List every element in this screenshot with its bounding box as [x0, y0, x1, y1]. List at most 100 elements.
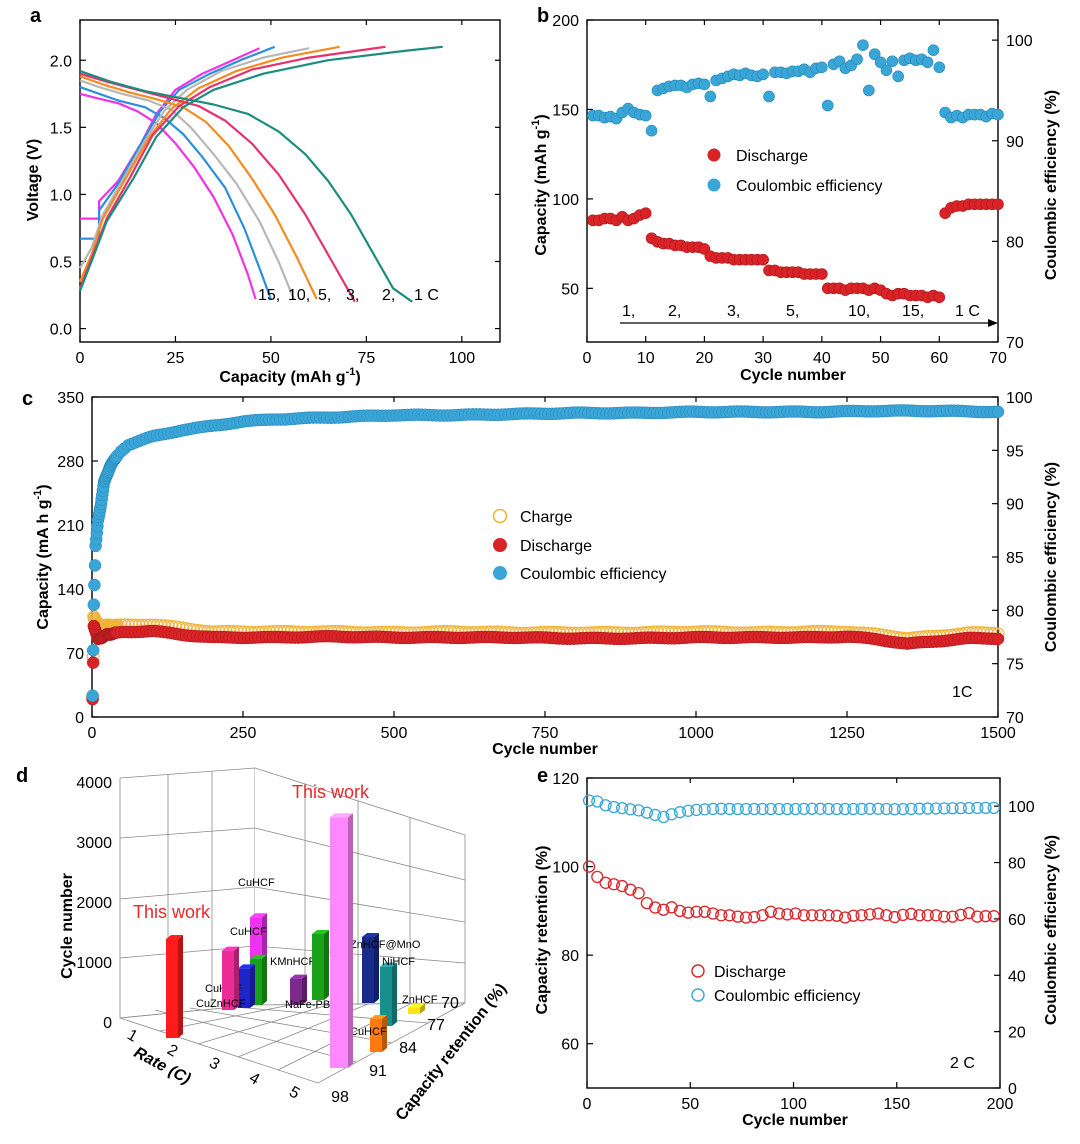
legend-marker-charge [492, 508, 508, 524]
legend-label-ce: Coulombic efficiency [736, 178, 882, 195]
ce-point [88, 578, 101, 592]
z-tick-label: 0 [103, 1015, 112, 1032]
y-tick-label: 80 [561, 948, 579, 965]
bar-front-2 [238, 968, 250, 1008]
y2-tick-label: 75 [1006, 657, 1024, 674]
y2-tick-label: 70 [1006, 335, 1024, 352]
ce-point [938, 802, 951, 815]
y-tick-label: 70 [441, 995, 459, 1012]
legend-marker-ce-c [493, 566, 507, 580]
discharge-point [715, 909, 728, 922]
ce-point [86, 643, 100, 657]
discharge-point [814, 909, 827, 922]
bar-front-1 [222, 950, 234, 1010]
x-tick-label: 4 [246, 1070, 262, 1089]
x-tick-label: 50 [872, 350, 890, 367]
discharge-point [921, 909, 934, 922]
ce-point [851, 53, 863, 66]
panel-b-legend: Discharge Coulombic efficiency [707, 148, 882, 195]
x-tick-label: 0 [583, 1096, 592, 1113]
bar-top-4 [250, 913, 267, 918]
y-tick-label: 100 [552, 860, 579, 877]
grid-line [154, 1009, 357, 1063]
panel-b-rate-performance: b 0 10 20 30 40 50 60 70 50 100 150 200 70 80 90 100 Ca… [530, 5, 1060, 384]
ce-point [673, 806, 687, 819]
bar-label-11: ZnHCF [402, 994, 438, 1006]
discharge-point [954, 908, 967, 921]
ce-point [624, 803, 637, 816]
ce-point [591, 795, 604, 808]
panel-b-y2label: Coulombic efficiency (%) [1043, 90, 1060, 280]
bar-side-5 [302, 974, 307, 1005]
rate-label: 2, [382, 287, 395, 304]
y2-tick-label: 100 [1008, 799, 1035, 816]
panel-d-zlabel: Cycle number [59, 873, 76, 979]
panel-a-frame [79, 19, 501, 343]
rate-label: 5, [318, 287, 331, 304]
bar-front-7 [330, 817, 348, 1068]
ce-point [905, 802, 918, 816]
curve-charge-1c [78, 45, 443, 292]
x-tick-label: 75 [357, 350, 375, 367]
discharge-point [929, 909, 943, 922]
bar-top-3 [250, 954, 267, 959]
bar-side-10 [382, 1015, 387, 1052]
y2-tick-label: 80 [1006, 603, 1024, 620]
ce-point [86, 689, 99, 702]
y2-tick-label: 80 [1008, 856, 1026, 873]
x-tick-label: 1 [124, 1027, 140, 1046]
panel-d-letter: d [16, 765, 28, 787]
rate-label: 15, [902, 303, 924, 320]
ce-point [756, 802, 769, 816]
x-tick-label: 10 [637, 350, 655, 367]
discharge-point [992, 198, 1004, 211]
ce-point [582, 794, 596, 807]
x-tick-label: 1250 [829, 725, 865, 742]
rate-label: 3, [346, 287, 359, 304]
ce-point [921, 56, 934, 69]
x-tick-label: 750 [532, 725, 559, 742]
rate-label: 3, [727, 303, 740, 320]
ce-point [640, 806, 654, 819]
curve-charge-10c [80, 45, 276, 240]
panel-a-ylabel: Voltage (V) [25, 139, 42, 221]
y2-tick-label: 100 [1006, 33, 1033, 50]
panel-c-legend: Charge Discharge Coulombic efficiency [492, 508, 666, 583]
discharge-point [756, 909, 769, 922]
y-tick-label: 98 [331, 1089, 349, 1106]
panel-e-points [582, 794, 1000, 924]
bar-label-7: This work [292, 782, 370, 802]
bar-label-0: This work [133, 902, 211, 922]
y-tick-label: 60 [561, 1037, 579, 1054]
ce-point [704, 90, 717, 103]
ce-point [838, 802, 852, 816]
legend-label-ce-e: Coulombic efficiency [714, 988, 860, 1005]
ce-point [913, 802, 926, 815]
y-tick-label: 140 [57, 582, 84, 599]
panel-e-frame [586, 777, 1001, 1089]
ce-point [954, 801, 967, 815]
legend-label-discharge-e: Discharge [714, 964, 786, 981]
panel-e-legend: Discharge Coulombic efficiency [691, 964, 860, 1005]
ce-point [962, 801, 976, 815]
curve-discharge-1c [79, 69, 413, 303]
bar-front-9 [380, 966, 392, 1026]
ce-point [615, 802, 629, 815]
discharge-point [764, 905, 777, 918]
discharge-point [607, 878, 620, 891]
panel-b-ylabel: Capacity (mAh g-1) [530, 114, 550, 255]
ce-point [87, 598, 101, 611]
legend-marker-discharge [707, 148, 721, 162]
panel-e-rate-annotation: 2 C [950, 1055, 975, 1072]
grid-line [254, 945, 466, 964]
legend-marker-discharge-e [691, 964, 705, 978]
ce-point [946, 802, 959, 815]
panel-d-xlabel: Rate (C) [131, 1044, 193, 1088]
x-tick-label: 0 [76, 350, 85, 367]
y-tick-label: 0.0 [50, 322, 72, 339]
rate-label: 5, [786, 303, 799, 320]
discharge-point [872, 907, 885, 920]
discharge-point [673, 904, 687, 918]
x-tick-label: 5 [286, 1084, 302, 1103]
bar-label-6: NaFe-PB [285, 999, 330, 1011]
